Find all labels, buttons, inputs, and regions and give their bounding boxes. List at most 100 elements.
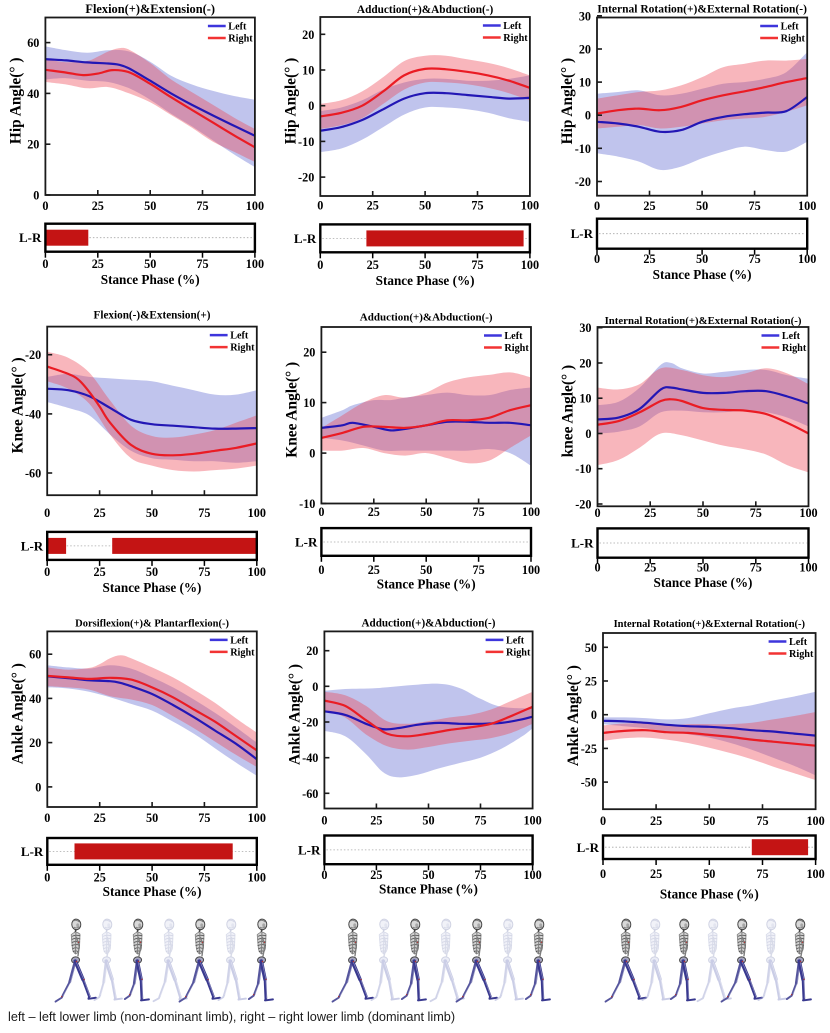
- svg-text:Left: Left: [228, 22, 247, 33]
- svg-text:Ankle Angle(° ): Ankle Angle(° ): [287, 664, 304, 765]
- svg-text:25: 25: [94, 565, 106, 579]
- svg-text:L-R: L-R: [19, 230, 42, 245]
- svg-text:50: 50: [146, 565, 158, 579]
- svg-text:Stance Phase (%): Stance Phase (%): [379, 882, 478, 897]
- svg-text:L-R: L-R: [571, 536, 594, 551]
- svg-text:0: 0: [317, 258, 323, 272]
- svg-text:Internal Rotation(+)&External: Internal Rotation(+)&External Rotation(-…: [605, 315, 802, 327]
- svg-text:25: 25: [650, 867, 662, 881]
- svg-text:75: 75: [749, 252, 761, 266]
- svg-text:Right: Right: [781, 34, 806, 45]
- svg-text:L-R: L-R: [21, 538, 44, 553]
- svg-text:0: 0: [318, 505, 324, 519]
- svg-text:75: 75: [196, 199, 208, 213]
- svg-text:Right: Right: [504, 343, 529, 354]
- svg-text:10: 10: [302, 64, 314, 78]
- svg-text:100: 100: [798, 199, 816, 213]
- svg-text:0: 0: [312, 680, 318, 694]
- svg-text:Left: Left: [230, 331, 249, 342]
- svg-text:0: 0: [35, 780, 41, 794]
- svg-text:25: 25: [368, 563, 380, 577]
- svg-text:50: 50: [144, 199, 156, 213]
- svg-text:left – left lower limb (non-do: left – left lower limb (non-dominant lim…: [8, 1010, 455, 1024]
- svg-text:0: 0: [594, 561, 600, 575]
- svg-text:100: 100: [798, 252, 816, 266]
- svg-text:25: 25: [92, 199, 104, 213]
- svg-text:Adduction(+)&Abduction(-): Adduction(+)&Abduction(-): [360, 312, 493, 324]
- svg-text:0: 0: [585, 427, 591, 441]
- svg-text:50: 50: [585, 641, 597, 655]
- svg-text:Left: Left: [230, 636, 249, 647]
- svg-text:Right: Right: [506, 648, 531, 659]
- svg-text:75: 75: [198, 506, 210, 520]
- svg-text:75: 75: [756, 814, 768, 828]
- svg-text:0: 0: [600, 867, 606, 881]
- svg-text:25: 25: [643, 199, 655, 213]
- svg-text:0: 0: [594, 252, 600, 266]
- svg-text:L-R: L-R: [21, 844, 44, 859]
- svg-text:-20: -20: [575, 498, 591, 512]
- svg-text:50: 50: [697, 561, 709, 575]
- svg-text:L-R: L-R: [294, 231, 317, 246]
- svg-text:75: 75: [756, 867, 768, 881]
- svg-text:L-R: L-R: [295, 535, 318, 550]
- svg-text:Internal Rotation(+)&External: Internal Rotation(+)&External Rotation(-…: [597, 4, 807, 16]
- svg-text:50: 50: [703, 814, 715, 828]
- svg-text:Right: Right: [789, 649, 814, 660]
- svg-text:0: 0: [42, 199, 48, 213]
- svg-text:-40: -40: [25, 407, 41, 421]
- svg-text:L-R: L-R: [571, 226, 594, 241]
- svg-text:Right: Right: [230, 648, 255, 659]
- svg-text:Right: Right: [228, 34, 253, 45]
- svg-text:Ankle Angle(° ): Ankle Angle(° ): [10, 663, 27, 764]
- svg-text:Stance Phase (%): Stance Phase (%): [377, 577, 476, 592]
- svg-text:knee Angle(° ): knee Angle(° ): [560, 365, 577, 458]
- svg-text:-50: -50: [581, 776, 597, 790]
- svg-text:25: 25: [370, 813, 382, 827]
- svg-text:50: 50: [419, 258, 431, 272]
- svg-text:0: 0: [321, 813, 327, 827]
- svg-text:Stance Phase (%): Stance Phase (%): [103, 884, 202, 899]
- svg-text:0: 0: [44, 811, 50, 825]
- svg-text:0: 0: [44, 565, 50, 579]
- svg-text:100: 100: [522, 505, 540, 519]
- svg-text:Left: Left: [504, 331, 523, 342]
- svg-text:25: 25: [643, 252, 655, 266]
- svg-text:Hip Angle(° ): Hip Angle(° ): [283, 58, 300, 145]
- svg-text:75: 75: [474, 813, 486, 827]
- svg-text:-10: -10: [575, 462, 591, 476]
- svg-text:-10: -10: [575, 142, 591, 156]
- svg-text:20: 20: [29, 736, 41, 750]
- svg-text:75: 75: [198, 870, 210, 884]
- svg-text:0: 0: [309, 447, 315, 461]
- svg-text:100: 100: [799, 561, 817, 575]
- svg-text:50: 50: [422, 813, 434, 827]
- svg-text:75: 75: [750, 561, 762, 575]
- svg-text:100: 100: [248, 565, 266, 579]
- svg-text:Stance Phase (%): Stance Phase (%): [103, 580, 202, 595]
- svg-text:50: 50: [420, 563, 432, 577]
- svg-text:-20: -20: [575, 175, 591, 189]
- svg-text:75: 75: [196, 257, 208, 271]
- svg-text:10: 10: [303, 396, 315, 410]
- svg-text:100: 100: [523, 813, 541, 827]
- svg-text:-20: -20: [25, 348, 41, 362]
- svg-text:100: 100: [246, 199, 264, 213]
- svg-text:-10: -10: [298, 135, 314, 149]
- svg-text:L-R: L-R: [577, 840, 600, 855]
- svg-text:Hip Angle(° ): Hip Angle(° ): [8, 58, 25, 145]
- svg-text:30: 30: [579, 321, 591, 335]
- svg-text:20: 20: [579, 43, 591, 57]
- svg-text:60: 60: [29, 648, 41, 662]
- svg-text:50: 50: [696, 199, 708, 213]
- svg-text:0: 0: [44, 870, 50, 884]
- svg-text:Right: Right: [503, 33, 528, 44]
- svg-text:50: 50: [146, 870, 158, 884]
- svg-text:30: 30: [579, 9, 591, 23]
- svg-text:-10: -10: [299, 497, 315, 511]
- svg-text:Stance Phase (%): Stance Phase (%): [101, 272, 200, 287]
- svg-text:0: 0: [317, 198, 323, 212]
- svg-text:0: 0: [600, 814, 606, 828]
- svg-text:-40: -40: [302, 751, 318, 765]
- svg-text:50: 50: [146, 811, 158, 825]
